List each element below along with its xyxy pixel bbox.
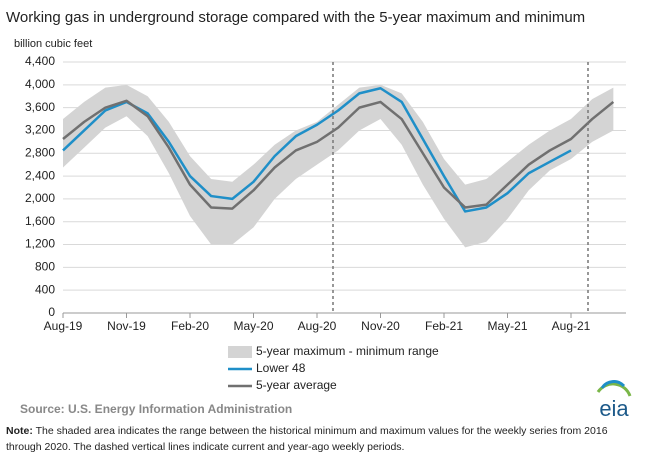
y-tick-label: 0 — [48, 305, 55, 319]
y-tick-label: 3,200 — [25, 123, 55, 137]
series-line — [62, 99, 615, 210]
chart: Working gas in underground storage compa… — [6, 9, 632, 421]
legend-swatch — [228, 346, 252, 358]
note-label: Note: — [6, 425, 33, 437]
logo: eia — [596, 380, 632, 421]
source: Source: U.S. Energy Information Administ… — [20, 402, 292, 416]
x-tick-label: May-20 — [233, 319, 273, 333]
y-tick-label: 3,600 — [25, 100, 55, 114]
x-tick-label: Nov-19 — [107, 319, 146, 333]
series-line — [62, 86, 572, 213]
x-tick-label: Aug-21 — [552, 319, 591, 333]
note-text: The shaded area indicates the range betw… — [6, 425, 608, 453]
legend-label: 5-year average — [256, 378, 337, 392]
x-tick-label: Nov-20 — [361, 319, 400, 333]
logo-arc — [600, 380, 626, 389]
chart-title: Working gas in underground storage compa… — [6, 9, 585, 26]
y-tick-label: 1,600 — [25, 214, 55, 228]
logo-text: eia — [599, 396, 629, 420]
legend-label: 5-year maximum - minimum range — [256, 344, 439, 358]
y-tick-label: 2,000 — [25, 191, 55, 205]
y-tick-label: 4,000 — [25, 77, 55, 91]
y-tick-label: 1,200 — [25, 237, 55, 251]
y-tick-label: 2,400 — [25, 168, 55, 182]
y-axis-label: billion cubic feet — [14, 38, 92, 50]
y-tick-label: 400 — [35, 282, 55, 296]
note: Note: The shaded area indicates the rang… — [6, 423, 646, 455]
x-tick-label: Aug-19 — [44, 319, 83, 333]
y-tick-label: 800 — [35, 260, 55, 274]
x-tick-label: Feb-21 — [425, 319, 463, 333]
y-tick-label: 2,800 — [25, 145, 55, 159]
y-tick-label: 4,400 — [25, 54, 55, 68]
logo-arc — [596, 382, 632, 397]
x-tick-label: Aug-20 — [298, 319, 337, 333]
x-tick-label: Feb-20 — [171, 319, 209, 333]
legend-label: Lower 48 — [256, 361, 306, 375]
x-tick-label: May-21 — [487, 319, 527, 333]
